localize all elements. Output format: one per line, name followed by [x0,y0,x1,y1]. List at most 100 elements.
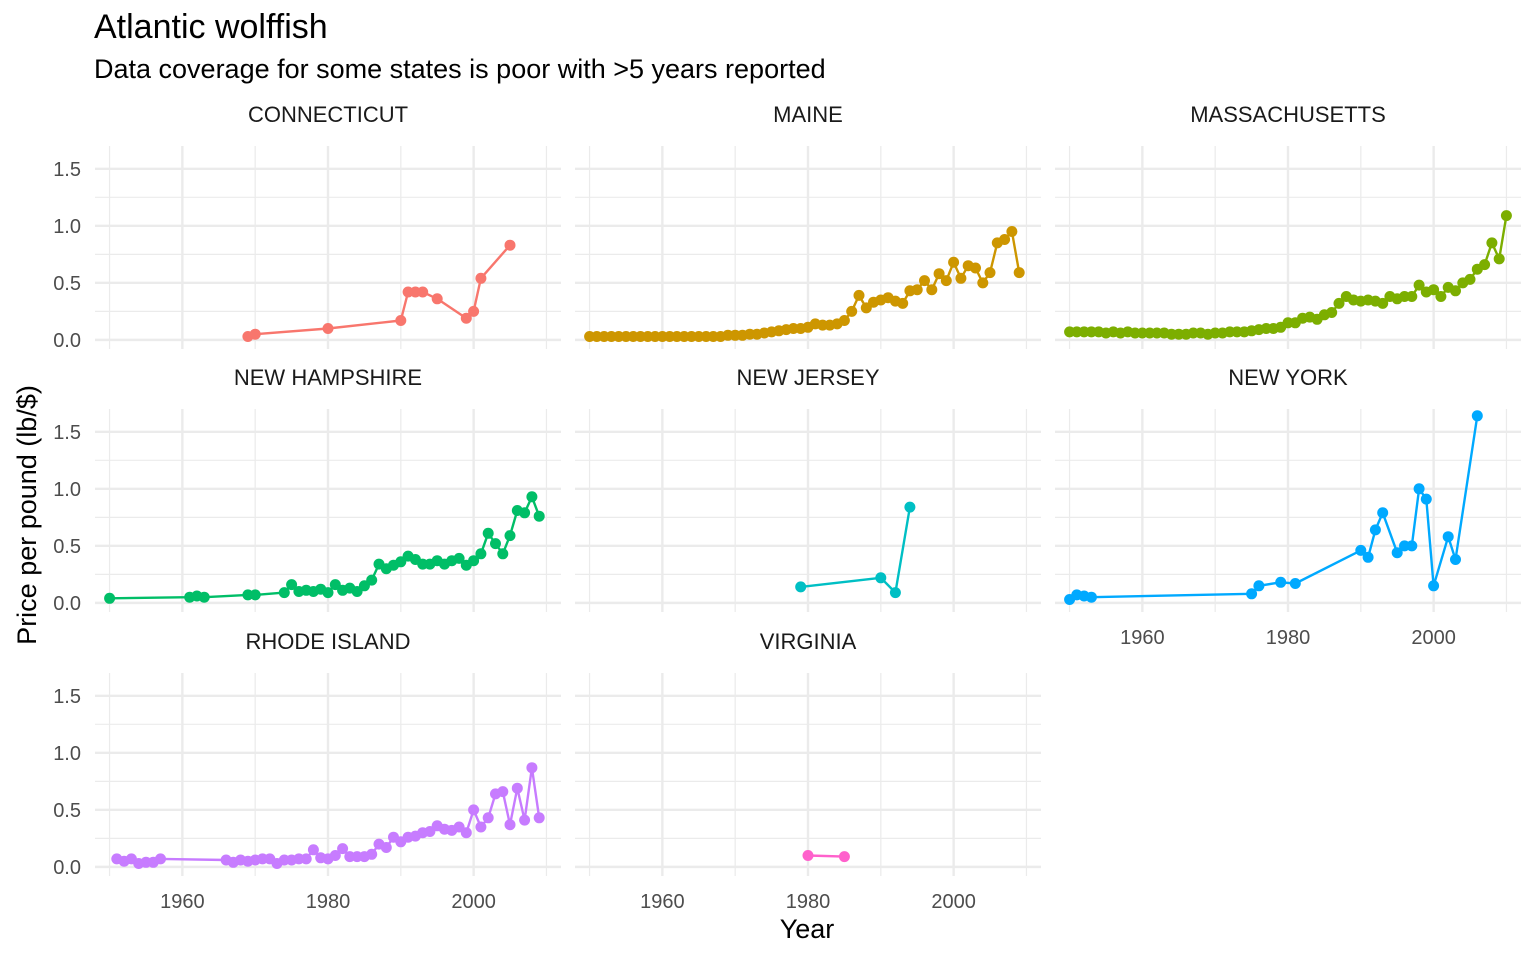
x-tick-label: 2000 [1411,627,1456,649]
data-point [1413,279,1425,291]
data-point [1471,410,1483,422]
data-point [155,853,166,865]
data-point [366,848,378,860]
data-point [1289,578,1301,589]
data-point [1493,253,1505,265]
data-point [795,581,807,593]
data-point [1450,554,1461,565]
data-point [533,812,545,824]
data-point [1428,284,1440,296]
facet-massachusetts: MASSACHUSETTS [1055,102,1521,349]
y-axis-title: Price per pound (lb/$) [12,385,42,645]
data-point [380,842,392,853]
data-point [875,572,887,584]
data-point [468,555,480,567]
y-tick-label: 1.0 [53,479,81,501]
data-point [366,574,378,586]
series-line-new-jersey [800,506,912,594]
data-point [889,587,901,599]
data-point [322,323,334,334]
data-point [519,507,531,519]
data-point [329,850,341,861]
y-tick-label: 0.5 [53,273,81,295]
facet-new-jersey: NEW JERSEY [575,365,1041,612]
y-tick-label: 0.0 [53,593,81,615]
series-line-new-york [1068,415,1479,601]
data-point [1435,291,1447,302]
data-point [926,284,938,296]
y-tick-label: 1.0 [53,743,81,765]
data-point [1326,307,1338,318]
data-point [933,268,945,280]
data-point [286,579,298,591]
data-point [1450,285,1461,297]
data-point [482,527,494,539]
data-point [460,312,472,324]
data-point [533,510,545,522]
data-point [1362,551,1374,563]
series-line-virginia [807,854,845,858]
data-point [526,762,538,774]
data-point [1369,524,1381,536]
y-tick-label: 1.0 [53,216,81,238]
data-point [198,591,210,603]
data-point [977,277,989,289]
data-point [490,538,501,550]
x-tick-label: 1980 [786,891,831,913]
data-point [948,256,960,268]
data-point [1275,576,1287,588]
y-tick-label: 0.5 [53,536,81,558]
data-point [970,262,981,274]
data-point [1006,226,1018,237]
data-point [504,819,516,831]
data-point [249,589,261,601]
data-point [1406,540,1418,552]
facet-maine: MAINE [575,102,1041,349]
x-tick-label: 2000 [931,891,976,913]
data-point [468,804,480,816]
data-point [1500,210,1512,222]
x-tick-label: 1960 [640,891,685,913]
data-point [940,275,952,287]
data-point [1013,267,1025,279]
data-point [999,234,1011,245]
data-point [249,328,261,340]
data-point [1377,507,1389,519]
data-point [497,548,509,560]
data-point [475,272,487,284]
data-point [911,284,923,296]
data-point [1486,237,1498,249]
data-point [955,272,967,284]
data-point [337,843,349,855]
facet-new-york: NEW YORK 1960 1980 2000 [1055,365,1521,649]
data-point [104,592,116,604]
data-point [1428,580,1440,592]
x-tick-label: 1960 [160,891,205,913]
data-point [497,786,509,798]
data-point [475,821,487,833]
x-axis-title: Year [780,914,835,944]
data-point [1442,531,1454,543]
series-line-connecticut [247,244,511,338]
data-point [278,587,290,599]
data-point [846,305,858,317]
y-tick-label: 1.5 [53,422,81,444]
data-point [1391,547,1403,559]
facet-rhode-island: RHODE ISLAND 0.0 0.5 1.0 1.5 1960 1980 2000 [53,629,561,913]
data-point [904,501,916,513]
data-point [1420,493,1432,505]
data-point [475,548,487,560]
chart-title: Atlantic wolffish [94,8,328,46]
data-point [1479,259,1491,271]
facet-strip-label: MASSACHUSETTS [1190,102,1386,127]
facet-strip-label: MAINE [773,102,843,127]
x-tick-label: 1980 [1266,627,1311,649]
data-point [1406,291,1418,302]
y-tick-label: 1.5 [53,159,81,181]
data-point [482,812,494,824]
data-point [838,851,850,863]
data-point [1085,591,1097,603]
data-point [1413,483,1425,495]
data-point [526,491,538,503]
